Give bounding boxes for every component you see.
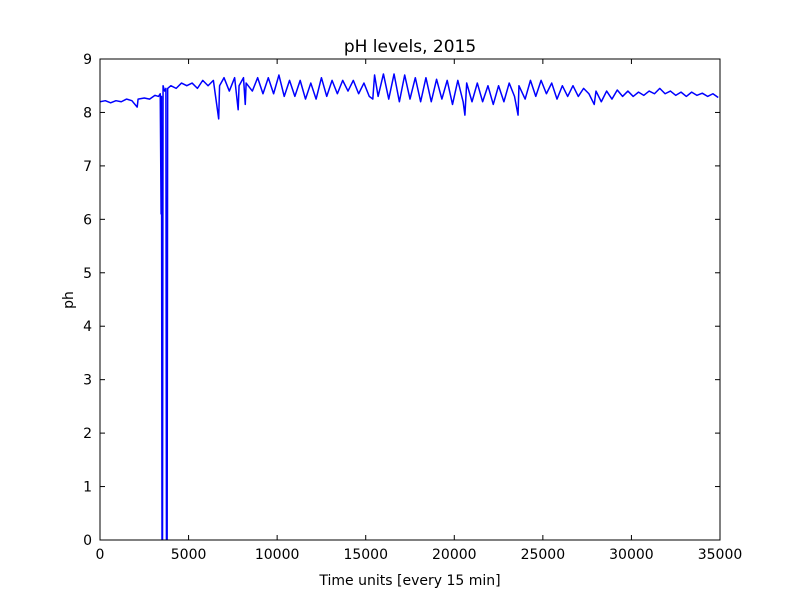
x-axis-label: Time units [every 15 min] — [318, 573, 500, 589]
x-tick-label: 0 — [96, 547, 105, 563]
y-tick-label: 1 — [83, 480, 92, 496]
x-tick-label: 15000 — [343, 547, 388, 563]
x-tick-label: 35000 — [698, 547, 743, 563]
y-tick-label: 5 — [83, 266, 92, 282]
y-tick-label: 7 — [83, 159, 92, 175]
y-axis-label: ph — [61, 291, 77, 309]
data-line — [100, 73, 719, 540]
x-tick-label: 20000 — [432, 547, 477, 563]
y-tick-label: 0 — [83, 533, 92, 549]
x-tick-label: 25000 — [521, 547, 566, 563]
chart-title: pH levels, 2015 — [344, 37, 476, 57]
y-tick-label: 6 — [83, 212, 92, 228]
x-tick-label: 30000 — [609, 547, 654, 563]
y-tick-label: 8 — [83, 105, 92, 121]
x-tick-label: 5000 — [171, 547, 207, 563]
x-tick-label: 10000 — [255, 547, 300, 563]
y-tick-label: 4 — [83, 319, 92, 335]
plot-frame — [99, 58, 721, 541]
y-tick-label: 2 — [83, 426, 92, 442]
y-tick-label: 3 — [83, 373, 92, 389]
y-tick-label: 9 — [83, 52, 92, 68]
